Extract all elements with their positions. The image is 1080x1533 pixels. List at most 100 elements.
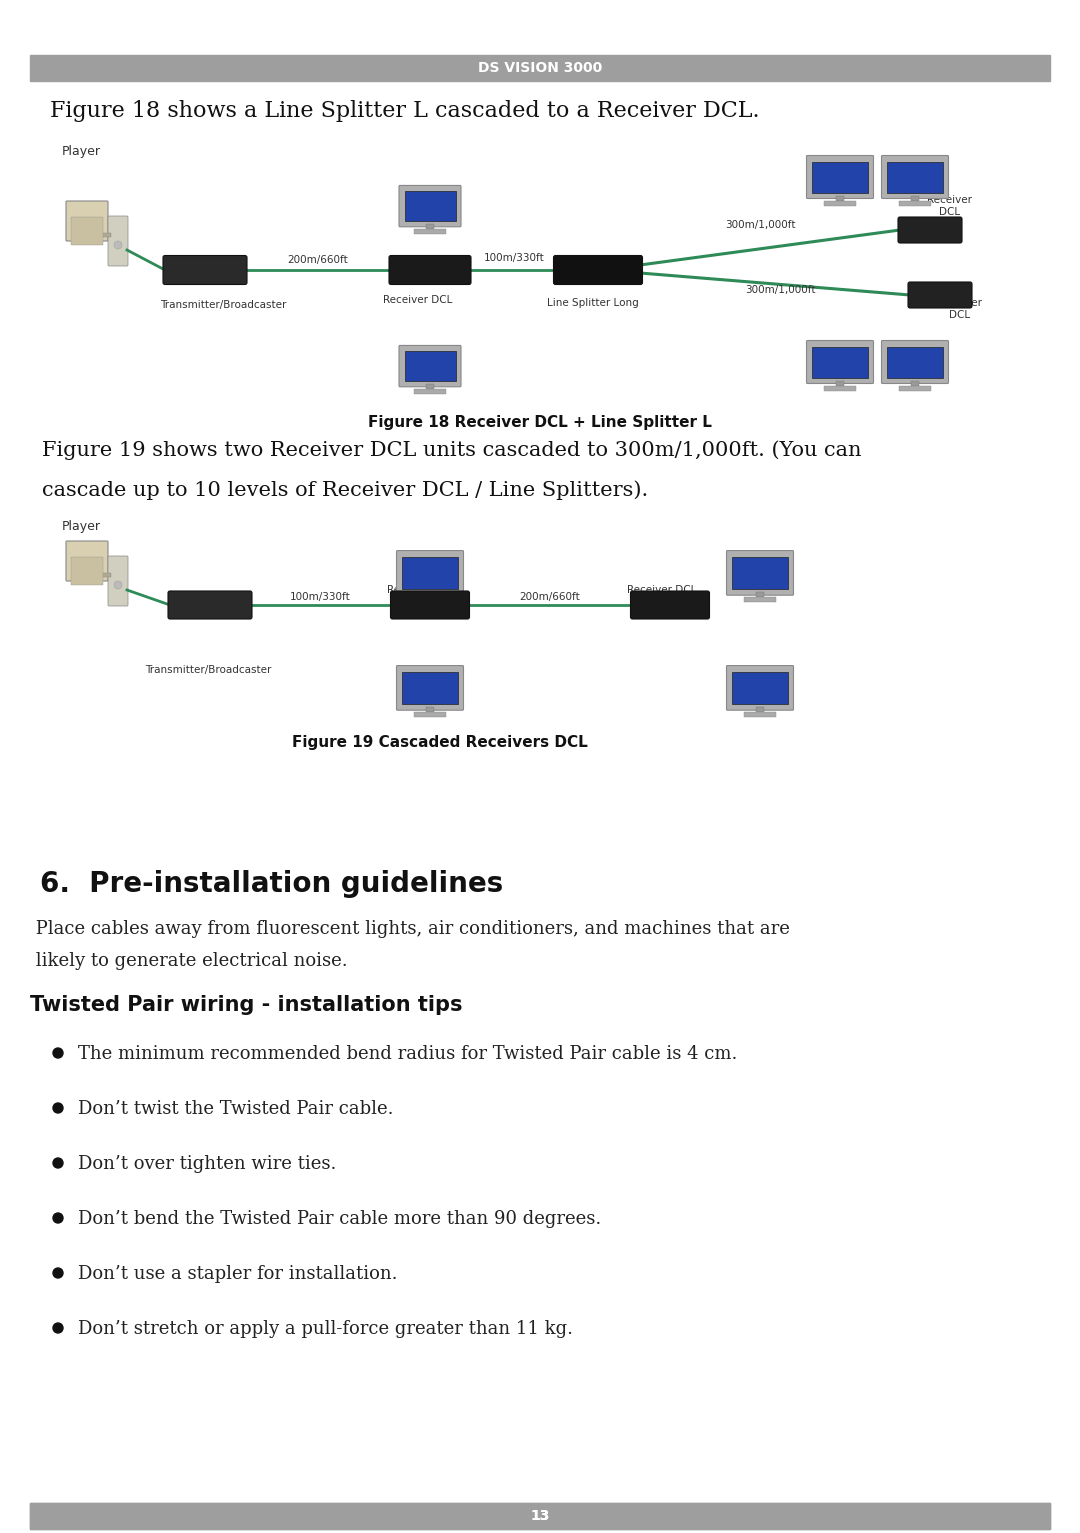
FancyBboxPatch shape bbox=[163, 256, 247, 285]
Bar bbox=[888, 161, 943, 193]
Circle shape bbox=[53, 1323, 63, 1334]
Bar bbox=[912, 196, 919, 201]
FancyBboxPatch shape bbox=[807, 340, 874, 383]
Text: Figure 18 shows a Line Splitter L cascaded to a Receiver DCL.: Figure 18 shows a Line Splitter L cascad… bbox=[50, 100, 759, 123]
FancyBboxPatch shape bbox=[631, 592, 710, 619]
Bar bbox=[403, 556, 458, 589]
Bar bbox=[836, 196, 843, 201]
Text: 6.  Pre-installation guidelines: 6. Pre-installation guidelines bbox=[40, 871, 503, 898]
Bar bbox=[824, 385, 856, 391]
FancyBboxPatch shape bbox=[897, 218, 962, 244]
FancyBboxPatch shape bbox=[881, 155, 948, 198]
Bar bbox=[812, 161, 867, 193]
Text: 13: 13 bbox=[530, 1508, 550, 1522]
Bar bbox=[732, 556, 787, 589]
Text: Receiver DCL: Receiver DCL bbox=[388, 586, 457, 595]
Bar bbox=[426, 224, 434, 228]
Bar bbox=[812, 346, 867, 377]
Bar bbox=[403, 671, 458, 704]
Bar bbox=[414, 713, 446, 717]
Circle shape bbox=[53, 1104, 63, 1113]
Bar bbox=[756, 707, 764, 713]
FancyBboxPatch shape bbox=[389, 256, 471, 285]
Text: Figure 19 Cascaded Receivers DCL: Figure 19 Cascaded Receivers DCL bbox=[292, 734, 588, 750]
Text: Player: Player bbox=[62, 146, 102, 158]
FancyBboxPatch shape bbox=[399, 185, 461, 227]
Bar bbox=[744, 598, 777, 602]
Text: Receiver DCL: Receiver DCL bbox=[383, 294, 453, 305]
Text: Receiver
DCL: Receiver DCL bbox=[928, 195, 972, 216]
Bar bbox=[83, 573, 111, 576]
FancyBboxPatch shape bbox=[168, 592, 252, 619]
Text: 100m/330ft: 100m/330ft bbox=[289, 592, 350, 602]
Bar bbox=[30, 1502, 1050, 1528]
Bar bbox=[426, 383, 434, 389]
Circle shape bbox=[114, 581, 122, 589]
Circle shape bbox=[53, 1268, 63, 1279]
FancyBboxPatch shape bbox=[727, 550, 794, 595]
Text: Don’t bend the Twisted Pair cable more than 90 degrees.: Don’t bend the Twisted Pair cable more t… bbox=[78, 1210, 602, 1228]
Text: DS VISION 3000: DS VISION 3000 bbox=[477, 61, 603, 75]
Circle shape bbox=[53, 1213, 63, 1223]
Circle shape bbox=[114, 241, 122, 248]
Bar bbox=[824, 201, 856, 205]
Bar bbox=[836, 380, 843, 385]
Bar bbox=[744, 713, 777, 717]
FancyBboxPatch shape bbox=[554, 256, 643, 285]
FancyBboxPatch shape bbox=[66, 201, 108, 241]
Bar bbox=[732, 671, 787, 704]
Text: Twisted Pair wiring - installation tips: Twisted Pair wiring - installation tips bbox=[30, 995, 462, 1015]
Bar bbox=[414, 598, 446, 602]
Text: Transmitter/Broadcaster: Transmitter/Broadcaster bbox=[160, 300, 286, 310]
Text: Don’t twist the Twisted Pair cable.: Don’t twist the Twisted Pair cable. bbox=[78, 1101, 393, 1118]
Text: Don’t over tighten wire ties.: Don’t over tighten wire ties. bbox=[78, 1154, 336, 1173]
Text: Line Splitter Long: Line Splitter Long bbox=[548, 297, 639, 308]
Text: 300m/1,000ft: 300m/1,000ft bbox=[745, 285, 815, 294]
FancyBboxPatch shape bbox=[399, 345, 461, 386]
Circle shape bbox=[53, 1157, 63, 1168]
Text: 13: 13 bbox=[530, 1508, 550, 1522]
Bar bbox=[30, 55, 1050, 81]
Text: 200m/660ft: 200m/660ft bbox=[287, 254, 348, 265]
Text: Receiver
DCL: Receiver DCL bbox=[937, 297, 983, 319]
Bar bbox=[30, 1502, 1050, 1528]
Text: likely to generate electrical noise.: likely to generate electrical noise. bbox=[30, 952, 348, 970]
Text: Don’t use a stapler for installation.: Don’t use a stapler for installation. bbox=[78, 1265, 397, 1283]
FancyBboxPatch shape bbox=[66, 541, 108, 581]
Bar bbox=[414, 389, 446, 394]
Bar bbox=[83, 233, 111, 238]
FancyBboxPatch shape bbox=[727, 665, 794, 710]
Text: Figure 19 shows two Receiver DCL units cascaded to 300m/1,000ft. (You can: Figure 19 shows two Receiver DCL units c… bbox=[42, 440, 862, 460]
Bar bbox=[405, 192, 456, 221]
Circle shape bbox=[53, 1049, 63, 1058]
Bar bbox=[426, 707, 434, 713]
Bar bbox=[426, 592, 434, 598]
Bar bbox=[405, 351, 456, 382]
Text: cascade up to 10 levels of Receiver DCL / Line Splitters).: cascade up to 10 levels of Receiver DCL … bbox=[42, 480, 648, 500]
Bar bbox=[899, 201, 931, 205]
FancyBboxPatch shape bbox=[396, 665, 463, 710]
Text: The minimum recommended bend radius for Twisted Pair cable is 4 cm.: The minimum recommended bend radius for … bbox=[78, 1046, 738, 1062]
Bar bbox=[912, 380, 919, 385]
Bar bbox=[888, 346, 943, 377]
Bar bbox=[756, 592, 764, 598]
FancyBboxPatch shape bbox=[391, 592, 470, 619]
Text: 100m/330ft: 100m/330ft bbox=[484, 253, 544, 264]
FancyBboxPatch shape bbox=[807, 155, 874, 198]
Text: Receiver DCL: Receiver DCL bbox=[627, 586, 697, 595]
Text: Place cables away from fluorescent lights, air conditioners, and machines that a: Place cables away from fluorescent light… bbox=[30, 920, 789, 938]
Text: Figure 18 Receiver DCL + Line Splitter L: Figure 18 Receiver DCL + Line Splitter L bbox=[368, 415, 712, 429]
Text: Transmitter/Broadcaster: Transmitter/Broadcaster bbox=[145, 665, 271, 675]
Bar bbox=[71, 218, 103, 245]
FancyBboxPatch shape bbox=[108, 216, 129, 267]
FancyBboxPatch shape bbox=[881, 340, 948, 383]
FancyBboxPatch shape bbox=[396, 550, 463, 595]
Bar bbox=[899, 385, 931, 391]
FancyBboxPatch shape bbox=[108, 556, 129, 606]
Bar bbox=[71, 556, 103, 586]
Text: Player: Player bbox=[62, 520, 102, 533]
Text: Don’t stretch or apply a pull-force greater than 11 kg.: Don’t stretch or apply a pull-force grea… bbox=[78, 1320, 573, 1338]
FancyBboxPatch shape bbox=[908, 282, 972, 308]
Text: 200m/660ft: 200m/660ft bbox=[519, 592, 580, 602]
Text: 300m/1,000ft: 300m/1,000ft bbox=[725, 221, 795, 230]
